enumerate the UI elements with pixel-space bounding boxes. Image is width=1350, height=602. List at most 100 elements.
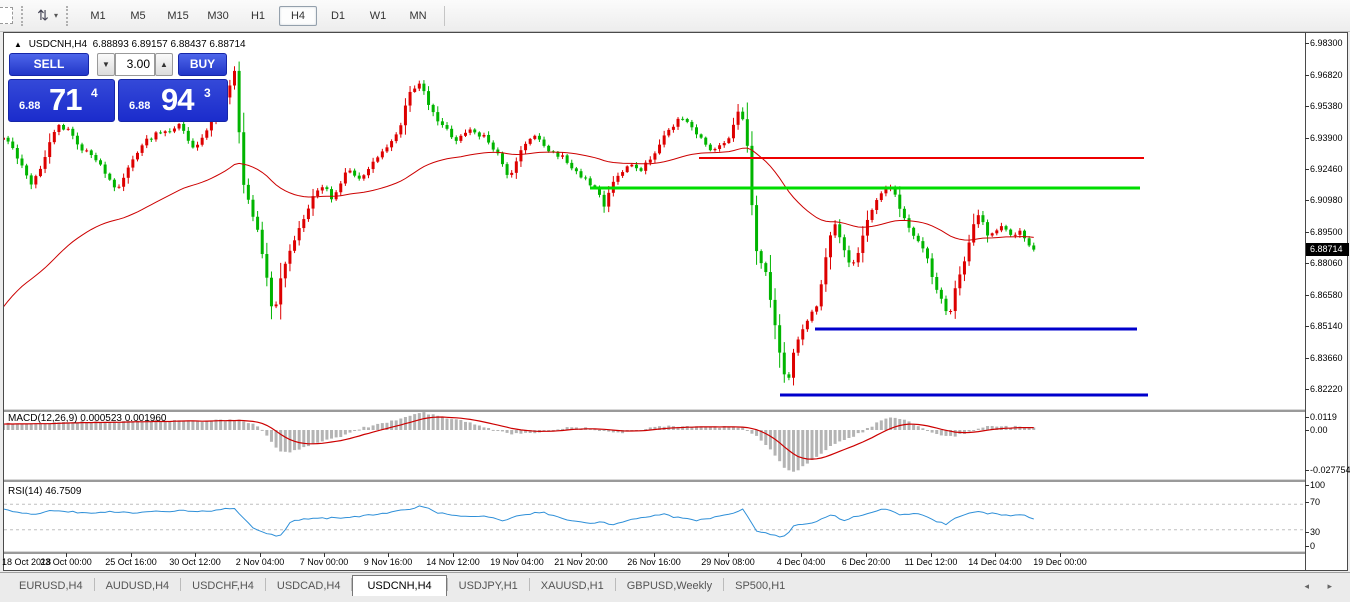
top-toolbar: ⇅ ▾ M1 M5 M15 M30 H1 H4 D1 W1 MN: [0, 0, 1350, 32]
date-axis-tick: [195, 553, 196, 557]
date-label: 29 Nov 08:00: [701, 557, 755, 567]
tab-gbpusd-weekly[interactable]: GBPUSD,Weekly: [626, 580, 713, 592]
rsi-tick-label: 100: [1310, 480, 1326, 490]
tab-xauusd-h1[interactable]: XAUUSD,H1: [540, 580, 604, 592]
cycle-arrows-icon[interactable]: ⇅: [37, 7, 49, 23]
date-label: 9 Nov 16:00: [363, 557, 413, 567]
macd-tick-label: 0.00: [1310, 425, 1328, 435]
date-label: 6 Dec 20:00: [841, 557, 891, 567]
rsi-line[interactable]: [4, 505, 1034, 538]
date-label: 18 Oct 2018: [2, 557, 52, 567]
volume-increase-button[interactable]: ▲: [155, 53, 173, 76]
date-axis-tick: [866, 553, 867, 557]
date-label: 2 Nov 04:00: [235, 557, 285, 567]
price-axis-tick: [1305, 358, 1309, 359]
rsi-indicator-canvas[interactable]: [4, 481, 1305, 551]
date-label: 23 Oct 00:00: [40, 557, 92, 567]
rsi-label: RSI(14) 46.7509: [8, 486, 82, 497]
price-tick-label: 6.89500: [1310, 227, 1343, 237]
macd-indicator-canvas[interactable]: [4, 411, 1305, 479]
tab-separator: [446, 578, 448, 591]
pane-separator[interactable]: [4, 479, 1305, 482]
tab-sp500-h1[interactable]: SP500,H1: [735, 580, 786, 592]
price-tick-label: 6.90980: [1310, 195, 1343, 205]
rsi-axis-tick: [1305, 546, 1309, 547]
date-axis-tick: [260, 553, 261, 557]
text-box-icon[interactable]: [0, 7, 13, 24]
price-axis-tick: [1305, 43, 1309, 44]
tab-usdjpy-h1[interactable]: USDJPY,H1: [458, 580, 518, 592]
date-axis-tick: [517, 553, 518, 557]
buy-price-big: 94: [161, 82, 194, 117]
timeframe-button-m15[interactable]: M15: [167, 9, 189, 22]
chart-tab-bar: EURUSD,H4 AUDUSD,H4 USDCHF,H4 USDCAD,H4 USDC…: [0, 572, 1350, 598]
price-axis-tick: [1305, 75, 1309, 76]
rsi-tick-label: 70: [1310, 497, 1321, 507]
price-tick-label: 6.98300: [1310, 38, 1343, 48]
price-axis-tick: [1305, 200, 1309, 201]
price-axis-border: [1305, 33, 1306, 570]
price-axis-tick: [1305, 106, 1309, 107]
timeframe-button-m30[interactable]: M30: [207, 9, 229, 22]
date-label: 19 Dec 00:00: [1033, 557, 1087, 567]
tab-scroll-arrows[interactable]: ◂ ▸: [1304, 581, 1340, 591]
macd-tick-label: -0.027754: [1310, 465, 1350, 475]
price-tick-label: 6.92460: [1310, 164, 1343, 174]
sell-quote-box[interactable]: 6.88 71 4: [8, 79, 115, 122]
tab-usdcad-h4[interactable]: USDCAD,H4: [276, 580, 341, 592]
moving-average-line[interactable]: [4, 147, 1034, 307]
price-axis-tick: [1305, 138, 1309, 139]
tab-usdcnh-h4[interactable]: USDCNH,H4: [352, 575, 447, 598]
date-axis-tick: [654, 553, 655, 557]
timeframe-button-w1[interactable]: W1: [369, 9, 387, 22]
macd-label: MACD(12,26,9) 0.000523 0.001960: [8, 413, 167, 424]
sell-button[interactable]: SELL: [9, 53, 89, 76]
volume-decrease-button[interactable]: ▼: [97, 53, 115, 76]
timeframe-button-m1[interactable]: M1: [90, 9, 106, 22]
rsi-axis-tick: [1305, 532, 1309, 533]
ohlc-close: 6.88714: [209, 39, 246, 50]
price-tick-label: 6.96820: [1310, 70, 1343, 80]
pane-separator[interactable]: [4, 409, 1305, 412]
rsi-axis-tick: [1305, 485, 1309, 486]
date-label: 14 Nov 12:00: [426, 557, 480, 567]
buy-quote-box[interactable]: 6.88 94 3: [118, 79, 228, 122]
price-axis-tick: [1305, 263, 1309, 264]
date-label: 4 Dec 04:00: [776, 557, 826, 567]
macd-axis-tick: [1305, 470, 1309, 471]
date-axis-tick: [1060, 553, 1061, 557]
tab-usdchf-h4[interactable]: USDCHF,H4: [192, 580, 254, 592]
toolbar-separator: [444, 5, 446, 26]
rsi-tick-label: 0: [1310, 541, 1316, 551]
tab-separator: [528, 578, 530, 591]
date-label: 26 Nov 16:00: [627, 557, 681, 567]
volume-input[interactable]: 3.00: [115, 53, 155, 76]
date-label: 21 Nov 20:00: [554, 557, 608, 567]
tab-separator: [93, 578, 95, 591]
date-axis-tick: [453, 553, 454, 557]
tab-audusd-h4[interactable]: AUDUSD,H4: [105, 580, 170, 592]
price-tick-label: 6.95380: [1310, 101, 1343, 111]
pane-separator[interactable]: [4, 551, 1305, 554]
timeframe-button-mn[interactable]: MN: [409, 9, 427, 22]
sell-price-big: 71: [49, 82, 82, 117]
date-axis-tick: [931, 553, 932, 557]
timeframe-button-m5[interactable]: M5: [130, 9, 146, 22]
tab-separator: [723, 578, 725, 591]
price-axis-tick: [1305, 389, 1309, 390]
rsi-axis-tick: [1305, 502, 1309, 503]
macd-tick-label: 0.0119: [1310, 412, 1337, 422]
toolbar-grip: [66, 5, 73, 26]
timeframe-button-d1[interactable]: D1: [330, 9, 346, 22]
chart-title: ▲ USDCNH,H4 6.88893 6.89157 6.88437 6.88…: [14, 39, 246, 50]
timeframe-button-h1[interactable]: H1: [250, 9, 266, 22]
buy-button[interactable]: BUY: [178, 53, 227, 76]
dropdown-caret-icon[interactable]: ▾: [54, 11, 59, 20]
price-chart-canvas[interactable]: [4, 33, 1305, 409]
timeframe-button-h4[interactable]: H4: [279, 5, 318, 26]
tab-eurusd-h4[interactable]: EURUSD,H4: [19, 580, 83, 592]
collapse-triangle-icon[interactable]: ▲: [14, 40, 22, 49]
date-label: 25 Oct 16:00: [105, 557, 157, 567]
macd-signal-line[interactable]: [4, 416, 1034, 460]
timeframe-button-group: M1 M5 M15 M30 H1 H4 D1 W1 MN: [78, 5, 438, 26]
